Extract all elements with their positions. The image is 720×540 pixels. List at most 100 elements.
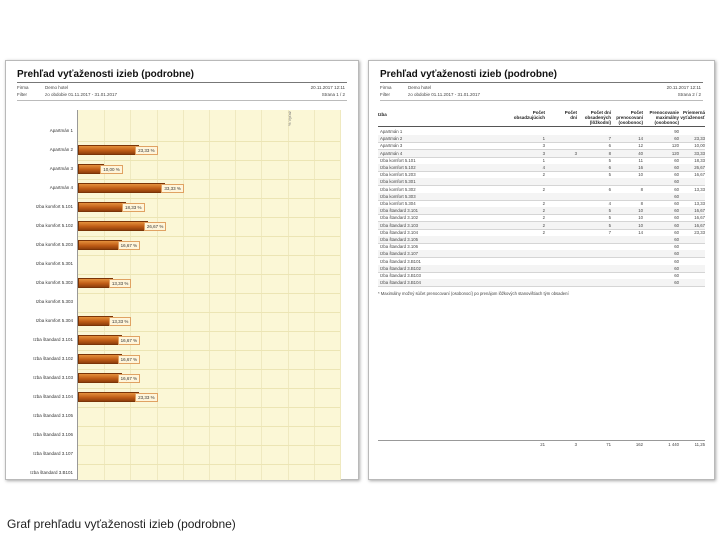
table-cell-izba: Izba komfort 5.302	[380, 186, 416, 192]
printed-date-2: 20.11.2017 12:11	[666, 85, 701, 90]
col-header-dni: Počet dní	[564, 110, 577, 120]
table-cell-vytazenost: 16,67	[694, 172, 705, 178]
table-cell-dni-obsadene: 4	[608, 201, 611, 206]
chart-hgrid-line	[78, 463, 340, 465]
chart-value-label: 10,00 %	[100, 165, 123, 174]
table-cell-max: 120	[671, 150, 679, 156]
table-cell-dni-obsadene: 8	[608, 150, 611, 156]
table-cell-dni-obsadene: 5	[608, 157, 611, 163]
table-cell-izba: Apartmán 3	[380, 143, 403, 149]
chart-category-label: Izba štandard 3.101	[33, 337, 73, 342]
chart-value-label: 16,67 %	[117, 355, 141, 364]
chart-category-label: Izba komfort 5.302	[35, 280, 73, 285]
table-cell-max: 60	[674, 157, 679, 163]
chart-bar	[78, 354, 122, 364]
table-cell-dni-obsadene: 6	[608, 143, 611, 149]
table-cell-dni-obsadene: 7	[608, 136, 611, 142]
table-cell-izba: Izba štandard 3.103	[380, 222, 418, 228]
table-cell-max: 60	[674, 229, 679, 235]
table-cell-prenocovania: 40	[638, 150, 643, 156]
axis-note: % Vyťaž	[287, 111, 292, 126]
chart-category-label: Izba štandard 3.104	[33, 394, 73, 399]
table-row: Apartmán 2 1 7 14 60 23,33	[378, 135, 705, 144]
table-cell-pobyty: 21	[540, 442, 545, 447]
table-cell-max: 90	[674, 129, 679, 134]
table-cell-vytazenost: 16,67	[694, 215, 705, 221]
table-cell-max: 60	[674, 193, 679, 199]
chart-value-label: 23,33 %	[135, 393, 158, 402]
header-rule-bottom-2	[380, 100, 703, 101]
table-cell-pobyty: 2	[542, 172, 545, 178]
table-cell-max: 60	[674, 237, 679, 242]
col-header-pobyty: Počet obsadzujúcich	[513, 110, 545, 120]
table-cell-izba: Izba štandard 3.101	[380, 208, 418, 214]
chart-category-label: Izba komfort 5.303	[35, 299, 73, 304]
table-row: Izba štandard 3.107 60	[378, 250, 705, 259]
table-cell-prenocovania: 8	[640, 186, 643, 192]
printed-date: 20.11.2017 12:11	[310, 85, 345, 90]
table-cell-izba: Izba komfort 5.301	[380, 179, 416, 185]
table-cell-vytazenost: 13,33	[694, 186, 705, 192]
table-cell-vytazenost: 11,25	[694, 442, 705, 447]
table-cell-max: 1 440	[668, 442, 679, 447]
table-cell-izba: Izba štandard 3.102	[380, 215, 418, 221]
table-cell-izba: Apartmán 1	[380, 129, 403, 134]
table-cell-max: 60	[674, 186, 679, 192]
chart-hgrid-line	[78, 368, 340, 370]
page-number-2: Strana 2 / 2	[677, 92, 701, 97]
table-cell-max: 60	[674, 165, 679, 170]
table-row: Izba komfort 5.303 60	[378, 192, 705, 201]
chart-category-label: Izba štandard 3.103	[33, 375, 73, 380]
chart-hgrid-line	[78, 178, 340, 180]
table-cell-vytazenost: 10,00	[694, 143, 705, 149]
col-header-dni-obsadene: Počet dní obsadených (lôžkodní)	[584, 110, 611, 125]
chart-hgrid-line	[78, 311, 340, 313]
table-cell-prenocovania: 14	[638, 136, 643, 142]
table-cell-prenocovania: 162	[635, 442, 643, 447]
table-cell-max: 60	[674, 179, 679, 185]
table-row: Izba štandard 3.B104 60	[378, 279, 705, 288]
col-header-prenocovania: Počet prenocovaní (osobonoc)	[616, 110, 643, 125]
chart-category-label: Izba komfort 5.101	[35, 204, 73, 209]
table-cell-prenocovania: 10	[638, 172, 643, 178]
table-cell-max: 60	[674, 201, 679, 206]
chart-hgrid-line	[78, 406, 340, 408]
table-row: Izba štandard 3.101 2 5 10 60 16,67	[378, 207, 705, 216]
chart-bar	[78, 221, 148, 231]
table-cell-max: 60	[674, 208, 679, 214]
table-cell-prenocovania: 10	[638, 222, 643, 228]
chart-category-label: Izba komfort 5.301	[35, 261, 73, 266]
table-row: Izba štandard 3.B102 60	[378, 264, 705, 273]
header-rule	[17, 82, 347, 83]
table-cell-izba: Apartmán 4	[380, 150, 403, 156]
table-cell-max: 60	[674, 251, 679, 257]
page-number: Strana 1 / 2	[321, 92, 345, 97]
chart-bar	[78, 373, 122, 383]
chart-vgrid-line	[313, 110, 315, 480]
chart-hgrid-line	[78, 387, 340, 389]
table-cell-vytazenost: 33,33	[694, 150, 705, 156]
table-cell-dni-obsadene: 5	[608, 215, 611, 221]
table-cell-max: 60	[674, 265, 679, 271]
table-cell-pobyty: 4	[542, 165, 545, 170]
firma-label-2: Firma	[380, 85, 392, 90]
chart-hgrid-line	[78, 330, 340, 332]
table-cell-pobyty: 3	[542, 150, 545, 156]
table-cell-max: 60	[674, 222, 679, 228]
table-cell-max: 60	[674, 273, 679, 278]
table-row: Izba štandard 3.103 2 5 10 60 16,67	[378, 221, 705, 230]
chart-hgrid-line	[78, 216, 340, 218]
table-cell-dni-obsadene: 7	[608, 229, 611, 235]
table-cell-vytazenost: 26,67	[694, 165, 705, 170]
table-cell-dni-obsadene: 5	[608, 172, 611, 178]
table-cell-pobyty: 2	[542, 201, 545, 206]
table-cell-max: 60	[674, 258, 679, 264]
table-cell-prenocovania: 12	[638, 143, 643, 149]
table-cell-pobyty: 2	[542, 222, 545, 228]
chart-bar	[78, 392, 140, 402]
firma-value: Demo hotel	[45, 85, 69, 90]
chart-vgrid-line	[340, 110, 341, 480]
slide-caption: Graf prehľadu vyťaženosti izieb (podrobn…	[7, 517, 236, 531]
chart-hgrid-line	[78, 159, 340, 161]
table-row: Izba štandard 3.105 60	[378, 236, 705, 244]
